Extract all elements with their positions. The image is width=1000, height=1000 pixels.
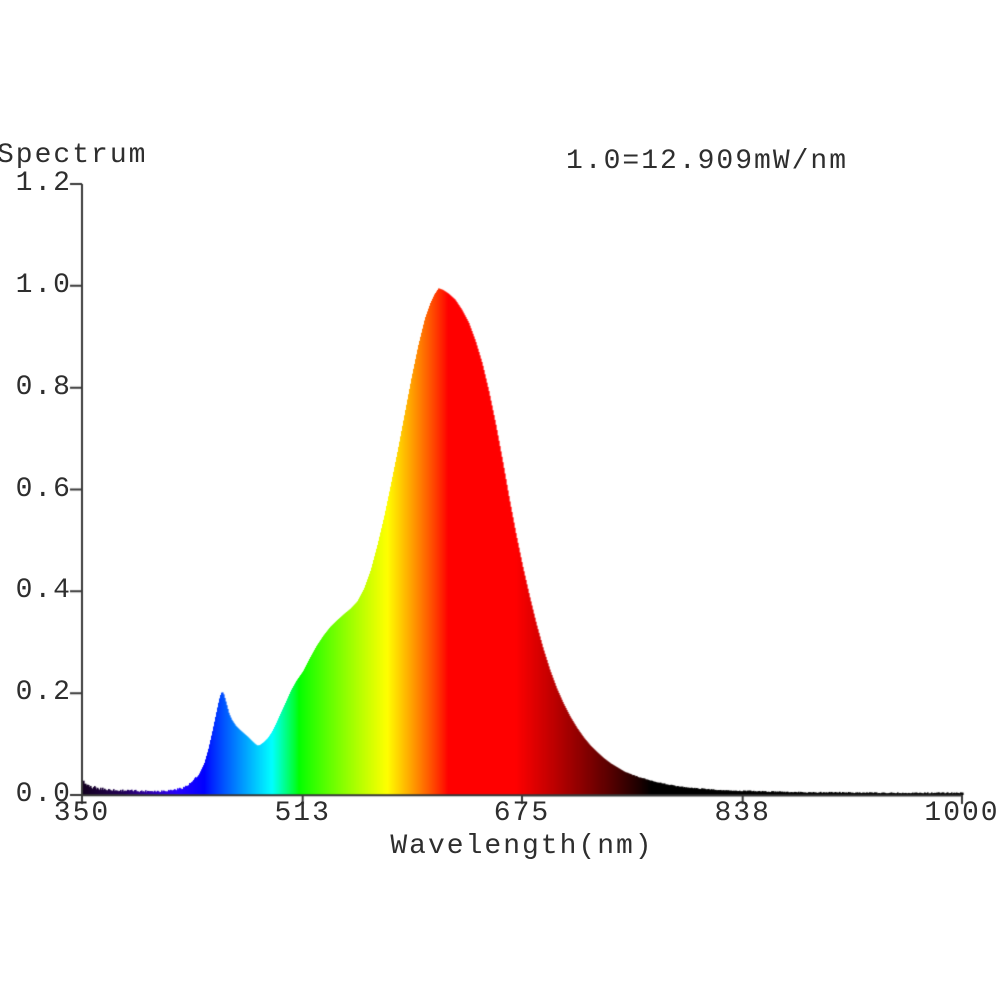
x-tick-label: 350: [53, 798, 111, 829]
x-tick-label: 838: [714, 798, 771, 829]
x-axis-title: Wavelength(nm): [390, 831, 654, 862]
y-tick-label: 0.6: [15, 473, 72, 505]
chart-title: Spectrum: [0, 140, 148, 171]
x-tick-label: 1000: [924, 798, 1000, 829]
x-tick-label: 513: [274, 798, 331, 829]
y-tick-label: 1.2: [15, 168, 72, 199]
x-tick-label: 675: [493, 798, 551, 829]
y-tick-label: 1.0: [15, 269, 72, 301]
y-tick-label: 0.4: [15, 575, 72, 607]
y-tick-label: 0.8: [15, 371, 72, 403]
scale-annotation: 1.0=12.909mW/nm: [566, 146, 849, 177]
y-tick-label: 0.0: [15, 779, 72, 810]
y-tick-label: 0.2: [15, 677, 72, 709]
